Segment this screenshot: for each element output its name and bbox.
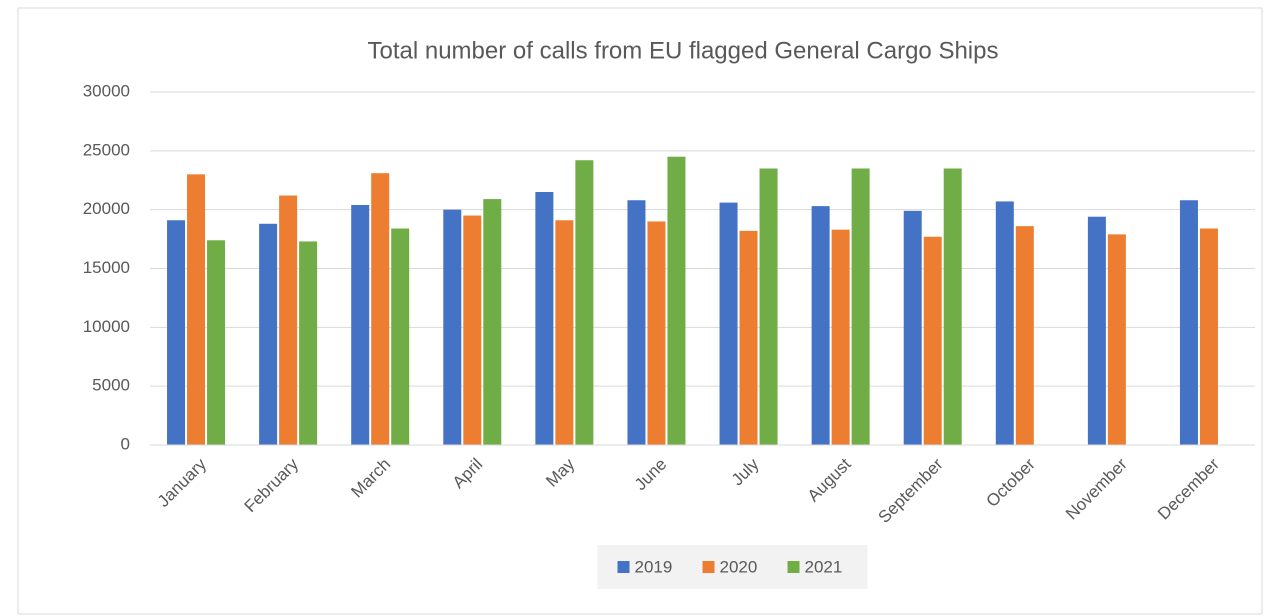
bar xyxy=(299,241,318,445)
bar xyxy=(903,210,922,445)
y-tick-label: 25000 xyxy=(83,140,130,159)
bar xyxy=(167,220,186,445)
bar xyxy=(923,236,942,445)
bar xyxy=(1107,234,1126,445)
y-tick-label: 15000 xyxy=(83,258,130,277)
legend-label: 2019 xyxy=(635,557,673,576)
legend-swatch xyxy=(617,561,630,573)
bar xyxy=(667,156,686,445)
bar xyxy=(851,168,870,445)
bar xyxy=(187,174,206,445)
bar xyxy=(555,220,574,445)
bar xyxy=(719,202,738,445)
bar xyxy=(627,200,646,445)
bar xyxy=(811,206,830,445)
bar xyxy=(463,215,482,445)
legend-swatch xyxy=(787,561,800,573)
bar xyxy=(943,168,962,445)
y-tick-label: 0 xyxy=(121,434,130,453)
bar xyxy=(207,240,226,445)
chart-title: Total number of calls from EU flagged Ge… xyxy=(368,37,999,64)
bar xyxy=(483,199,502,445)
bar xyxy=(995,201,1014,445)
bar xyxy=(739,230,758,445)
bar xyxy=(1087,216,1106,445)
bar xyxy=(259,223,278,445)
y-tick-label: 30000 xyxy=(83,81,130,100)
bar xyxy=(1179,200,1198,445)
legend-label: 2020 xyxy=(720,557,758,576)
bar xyxy=(1015,226,1034,445)
legend-swatch xyxy=(702,561,715,573)
legend-label: 2021 xyxy=(805,557,843,576)
bar xyxy=(443,209,462,445)
bar xyxy=(391,228,410,445)
y-tick-label: 20000 xyxy=(83,199,130,218)
bar xyxy=(759,168,778,445)
bar xyxy=(831,229,850,445)
y-tick-label: 5000 xyxy=(92,376,130,395)
bar xyxy=(351,204,370,445)
bar xyxy=(535,192,554,445)
bar xyxy=(1199,228,1218,445)
bar xyxy=(575,160,594,445)
bar xyxy=(371,173,390,445)
legend-box xyxy=(597,545,868,589)
bar xyxy=(647,221,666,445)
bar xyxy=(279,195,298,445)
y-tick-label: 10000 xyxy=(83,317,130,336)
